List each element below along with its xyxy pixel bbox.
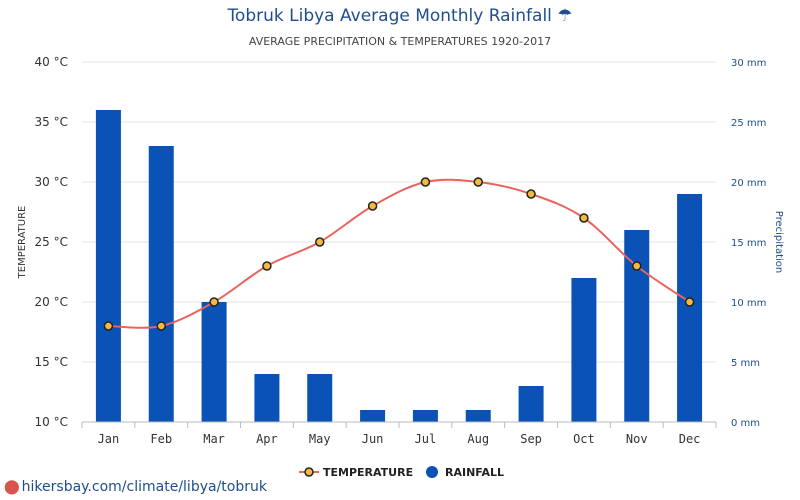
- y-right-tick-label: 30 mm: [731, 58, 766, 69]
- x-tick-label: Aug: [467, 432, 489, 446]
- y-right-tick-label: 0 mm: [731, 418, 760, 429]
- temperature-point: [632, 261, 642, 271]
- temperature-point: [473, 177, 483, 187]
- rainfall-bar: [201, 302, 227, 422]
- y-left-tick-label: 35 °C: [35, 115, 68, 129]
- y-left-tick-label: 25 °C: [35, 235, 68, 249]
- x-tick-label: Oct: [573, 432, 595, 446]
- x-tick-label: May: [309, 432, 331, 446]
- x-tick-label: Jul: [415, 432, 437, 446]
- y-axis-left: 10 °C 15 °C 20 °C 25 °C 30 °C 35 °C 40 °C TEMPE…: [17, 55, 68, 429]
- location-pin-icon: ⬤: [4, 479, 20, 495]
- rainfall-bar: [307, 374, 333, 422]
- temperature-point: [315, 237, 325, 247]
- rainfall-bar: [360, 410, 386, 422]
- rainfall-bars: [95, 110, 703, 422]
- y-right-tick-label: 10 mm: [731, 298, 766, 309]
- rainfall-bar: [518, 386, 544, 422]
- x-tick-label: Dec: [679, 432, 701, 446]
- temperature-curve: [108, 178, 691, 329]
- x-tick-label: Sep: [520, 432, 542, 446]
- y-right-tick-label: 5 mm: [731, 358, 760, 369]
- y-right-tick-label: 20 mm: [731, 178, 766, 189]
- source-credit[interactable]: ⬤ hikersbay.com/climate/libya/tobruk: [4, 479, 267, 495]
- source-credit-text: hikersbay.com/climate/libya/tobruk: [21, 479, 267, 495]
- temperature-point: [262, 261, 272, 271]
- x-axis: Jan Feb Mar Apr May Jun Jul Aug Sep Oct Nov Dec: [81, 421, 717, 446]
- x-tick-label: Apr: [256, 432, 278, 446]
- temperature-line: [103, 177, 695, 331]
- legend-rainfall-marker: [426, 466, 438, 478]
- y-left-tick-label: 30 °C: [35, 175, 68, 189]
- x-tick-label: Jun: [362, 432, 384, 446]
- y-right-tick-label: 15 mm: [731, 238, 766, 249]
- temperature-point: [684, 297, 695, 307]
- x-tick-label: Nov: [626, 432, 648, 446]
- temperature-point: [420, 177, 431, 187]
- rainfall-bar: [254, 374, 280, 422]
- y-left-tick-label: 15 °C: [35, 355, 68, 369]
- temperature-point: [579, 213, 589, 223]
- chart-title: Tobruk Libya Average Monthly Rainfall ☂: [227, 6, 573, 26]
- rainfall-bar: [95, 110, 121, 422]
- temperature-point: [209, 297, 219, 307]
- x-tick-label: Jan: [98, 432, 120, 446]
- temperature-point: [526, 189, 536, 199]
- x-tick-label: Mar: [203, 432, 225, 446]
- rainfall-bar: [412, 410, 438, 422]
- y-left-tick-label: 10 °C: [35, 415, 68, 429]
- y-axis-right: 0 mm 5 mm 10 mm 15 mm 20 mm 25 mm 30 mm Precipi…: [731, 58, 784, 429]
- y-left-tick-label: 20 °C: [35, 295, 68, 309]
- chart-subtitle: AVERAGE PRECIPITATION & TEMPERATURES 192…: [248, 35, 552, 48]
- temperature-point: [103, 321, 114, 331]
- y-right-axis-title: Precipitation: [773, 211, 784, 274]
- rainfall-bar: [465, 410, 491, 422]
- legend: TEMPERATURE RAINFALL: [299, 466, 504, 479]
- y-left-tick-label: 40 °C: [35, 55, 68, 69]
- y-right-tick-label: 25 mm: [731, 118, 766, 129]
- temperature-point: [156, 321, 166, 331]
- legend-rainfall-label: RAINFALL: [445, 466, 504, 479]
- y-left-axis-title: TEMPERATURE: [17, 206, 28, 280]
- rainfall-bar: [571, 278, 597, 422]
- x-tick-label: Feb: [150, 432, 172, 446]
- legend-temperature-label: TEMPERATURE: [323, 466, 413, 479]
- temperature-point: [367, 201, 378, 211]
- umbrella-icon: ☂: [557, 6, 573, 26]
- legend-temperature-marker: [304, 467, 314, 477]
- rainfall-bar: [148, 146, 174, 422]
- grid-lines: [82, 61, 716, 423]
- rainfall-bar: [677, 194, 703, 422]
